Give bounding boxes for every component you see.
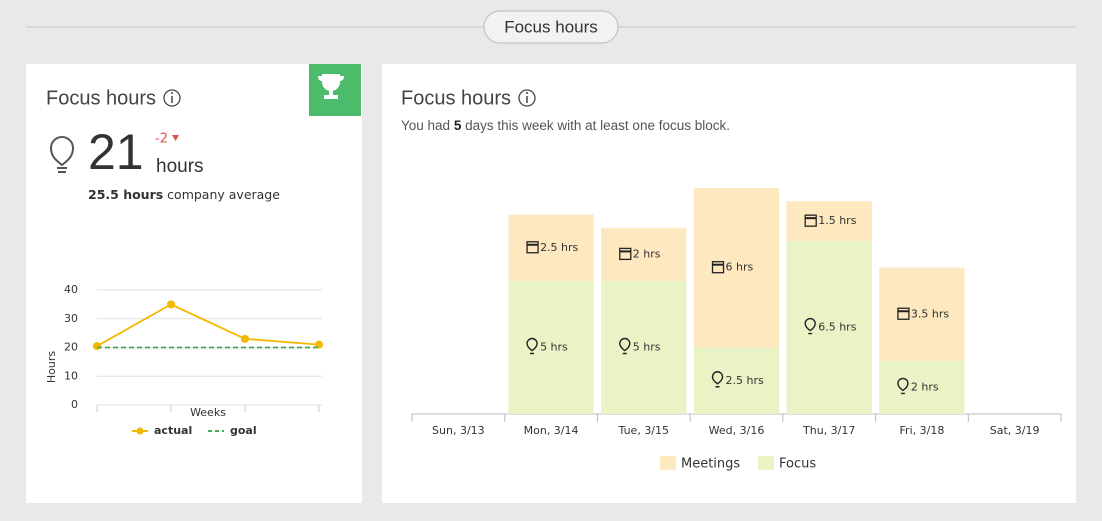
calendar-icon <box>619 247 632 261</box>
x-tick-label: Sat, 3/19 <box>990 424 1040 437</box>
calendar-icon <box>804 214 817 227</box>
bar-label: 2 hrs <box>633 247 661 260</box>
subtitle-after: days this week with at least one focus b… <box>465 118 730 133</box>
x-tick-label: Mon, 3/14 <box>524 424 579 437</box>
calendar-icon <box>897 307 910 320</box>
summary-card <box>26 64 362 503</box>
x-tick-label: Fri, 3/18 <box>900 424 945 437</box>
bar-label: 5 hrs <box>633 341 661 354</box>
bar-segment <box>693 187 780 348</box>
summary-change: -2 <box>155 132 168 147</box>
bar-segment <box>693 347 780 414</box>
info-icon <box>518 89 536 107</box>
series-line <box>96 303 320 347</box>
subtitle-before: You had <box>401 118 450 133</box>
y-tick-label: 10 <box>64 369 78 382</box>
summary-average-line: 25.5 hours company average <box>88 187 280 202</box>
subtitle-days: 5 <box>454 118 462 133</box>
bar-segment <box>508 214 594 281</box>
bar-segment <box>601 281 687 414</box>
x-axis-label: Weeks <box>190 406 226 419</box>
legend-swatch <box>660 456 676 470</box>
bar-label: 3.5 hrs <box>911 307 949 320</box>
summary-average-label: company average <box>167 187 280 202</box>
legend-swatch <box>758 456 774 470</box>
legend-label: Meetings <box>681 457 740 472</box>
trophy-icon <box>318 74 344 99</box>
y-tick-label: 20 <box>64 341 78 354</box>
bulb-icon <box>619 337 631 355</box>
calendar-icon <box>711 261 725 274</box>
bar-label: 6.5 hrs <box>818 321 856 334</box>
bar-label: 1.5 hrs <box>818 214 856 227</box>
bulb-icon <box>897 377 909 395</box>
bar-segment <box>786 241 872 414</box>
legend-label: goal <box>230 424 257 437</box>
info-icon <box>163 89 181 107</box>
bar-segment <box>879 360 965 414</box>
bulb-icon <box>804 317 816 335</box>
series-point <box>241 334 249 343</box>
y-axis-label: Hours <box>45 351 58 383</box>
bulb-icon <box>711 371 724 388</box>
bar-segment <box>508 281 594 414</box>
summary-unit: hours <box>156 156 204 177</box>
x-tick-label: Thu, 3/17 <box>802 424 855 437</box>
bar-label: 2 hrs <box>911 380 939 393</box>
bulb-icon <box>526 337 538 355</box>
detail-title: Focus hours <box>401 87 511 109</box>
calendar-icon <box>526 241 539 254</box>
header-pill <box>483 10 619 44</box>
x-tick-label: Wed, 3/16 <box>709 424 765 437</box>
series-point <box>93 342 101 351</box>
bulb-icon <box>49 136 75 173</box>
bar-segment <box>786 201 872 242</box>
down-arrow <box>172 135 179 141</box>
bar-label: 5 hrs <box>540 341 568 354</box>
legend-label: Focus <box>779 457 816 472</box>
x-tick-label: Tue, 3/15 <box>618 424 669 437</box>
detail-subtitle: You had 5 days this week with at least o… <box>401 118 730 133</box>
x-tick-label: Sun, 3/13 <box>432 424 485 437</box>
summary-average: 25.5 hours <box>88 187 163 202</box>
bar-label: 2.5 hrs <box>726 374 764 387</box>
series-point <box>167 300 175 309</box>
legend-label: actual <box>154 424 192 437</box>
header-title: Focus hours <box>504 17 598 36</box>
legend-marker <box>136 427 144 435</box>
y-tick-label: 40 <box>64 283 78 296</box>
y-tick-label: 30 <box>64 312 78 325</box>
bar-label: 2.5 hrs <box>540 241 578 254</box>
summary-value: 21 <box>88 124 144 180</box>
bar-segment <box>879 267 965 361</box>
y-tick-label: 0 <box>71 398 78 411</box>
bar-segment <box>601 227 687 281</box>
bar-label: 6 hrs <box>726 261 754 274</box>
summary-title: Focus hours <box>46 87 156 109</box>
